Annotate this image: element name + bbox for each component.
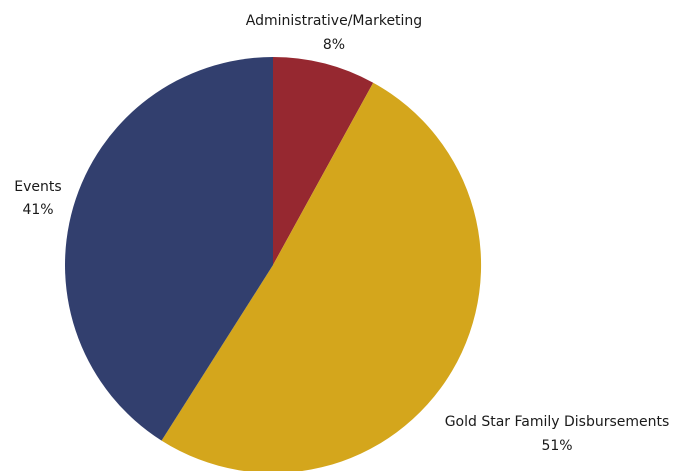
slice-label-gold-star-family-disbursements: Gold Star Family Disbursements xyxy=(445,414,670,430)
slice-label-administrative-marketing: Administrative/Marketing xyxy=(246,13,422,29)
pie-slice-administrative-marketing xyxy=(273,57,374,265)
pie-slice-gold-star-family-disbursements xyxy=(161,82,482,471)
pie-slice-events xyxy=(65,57,273,441)
slice-percent-gold-star-family-disbursements: 51% xyxy=(541,438,572,454)
slice-percent-administrative-marketing: 8% xyxy=(323,37,345,53)
slice-percent-events: 41% xyxy=(22,202,53,218)
slice-label-events: Events xyxy=(14,179,61,195)
